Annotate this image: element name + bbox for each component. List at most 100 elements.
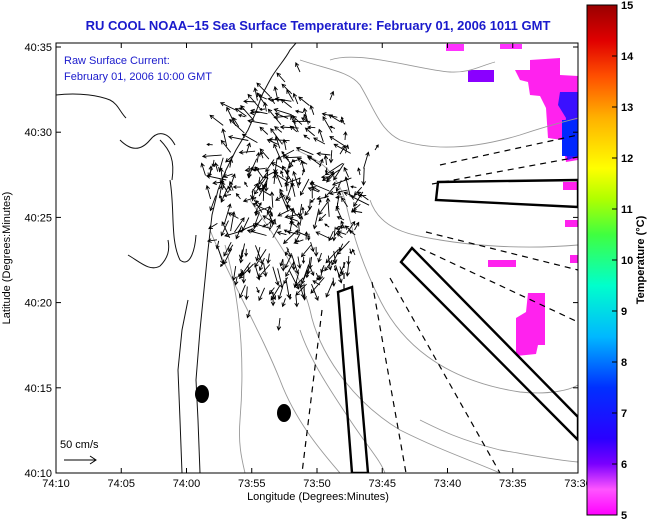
current-vector-arrow bbox=[303, 134, 311, 140]
current-vector-arrow bbox=[306, 155, 322, 166]
current-vector-arrow bbox=[287, 197, 291, 204]
current-vector-arrow bbox=[214, 162, 219, 172]
current-vector-arrow bbox=[238, 284, 246, 299]
current-vector-arrow bbox=[326, 173, 335, 183]
y-tick-label: 40:30 bbox=[24, 127, 52, 139]
current-vector-arrow bbox=[289, 219, 294, 231]
sst-patch-top-right bbox=[500, 44, 522, 49]
current-vector-arrow bbox=[341, 197, 348, 208]
current-vector-arrow bbox=[279, 191, 289, 212]
current-vector-arrow bbox=[336, 233, 343, 239]
current-vector-arrow bbox=[277, 287, 283, 301]
y-tick-label: 40:15 bbox=[24, 383, 52, 395]
current-vector-arrow bbox=[282, 153, 294, 167]
current-vector-arrow bbox=[351, 248, 356, 256]
coastline bbox=[56, 43, 297, 473]
current-vector-arrow bbox=[274, 169, 283, 188]
current-vector-arrow bbox=[273, 143, 283, 163]
current-vector-arrow bbox=[242, 196, 257, 203]
current-vector-arrow bbox=[284, 182, 289, 192]
colorbar-tick-label: 12 bbox=[621, 153, 633, 165]
current-vector-arrow bbox=[325, 280, 334, 298]
isobath-1 bbox=[299, 59, 578, 148]
inlet-shore bbox=[119, 133, 176, 149]
current-vector-arrow bbox=[273, 85, 279, 102]
current-vector-arrow bbox=[357, 167, 361, 176]
current-vector-arrow bbox=[222, 193, 232, 198]
current-vector-arrow bbox=[265, 159, 275, 173]
current-vector-arrow bbox=[297, 256, 302, 270]
current-vector-arrow bbox=[301, 206, 305, 214]
current-vector-arrow bbox=[234, 107, 247, 117]
y-axis-label: Latitude (Degrees:Minutes) bbox=[1, 192, 13, 325]
current-vector-arrow bbox=[252, 211, 260, 229]
box-east bbox=[434, 178, 578, 209]
current-vector-arrow bbox=[225, 155, 234, 163]
colorbar-tick-label: 7 bbox=[621, 408, 627, 420]
current-vector-arrow bbox=[288, 270, 300, 290]
current-vector-arrow bbox=[247, 118, 268, 125]
current-vector-arrow bbox=[237, 271, 243, 277]
x-tick-label: 74:10 bbox=[42, 478, 70, 490]
current-vector-arrow bbox=[297, 177, 302, 186]
current-vector-arrow bbox=[249, 166, 258, 171]
current-vector-arrow bbox=[208, 223, 218, 230]
current-vector-arrow bbox=[257, 94, 267, 100]
current-vector-arrow bbox=[310, 277, 325, 294]
x-axis-label: Longitude (Degrees:Minutes) bbox=[247, 491, 389, 503]
x-tick-label: 73:40 bbox=[434, 478, 462, 490]
current-vector-arrow bbox=[219, 102, 237, 111]
current-vector-arrow bbox=[241, 217, 250, 232]
y-tick-label: 40:10 bbox=[24, 468, 52, 480]
current-vector-arrow bbox=[256, 176, 261, 190]
radial-line-1 bbox=[439, 134, 578, 166]
current-vector-arrow bbox=[309, 267, 315, 277]
current-vector-arrow bbox=[228, 180, 234, 191]
current-vector-arrow bbox=[262, 171, 275, 178]
plot-area: Raw Surface Current: February 01, 2006 1… bbox=[55, 42, 579, 474]
current-vector-arrow bbox=[329, 125, 336, 129]
current-vector-arrow bbox=[276, 317, 282, 331]
current-vector-arrow bbox=[310, 241, 315, 253]
current-vector-arrow bbox=[329, 90, 335, 101]
current-vector-arrow bbox=[269, 191, 275, 208]
current-vector-arrow bbox=[258, 287, 266, 302]
current-vector-arrow bbox=[295, 277, 304, 287]
current-vector-arrow bbox=[299, 269, 309, 289]
current-vector-arrow bbox=[307, 125, 316, 130]
current-vector-arrow bbox=[328, 189, 348, 196]
current-vector-arrow bbox=[313, 246, 319, 257]
station-marker-2 bbox=[277, 404, 291, 422]
bay-west bbox=[56, 93, 127, 119]
radial-line-7 bbox=[301, 309, 323, 473]
current-vector-arrow bbox=[256, 82, 271, 98]
current-vector-arrow bbox=[291, 159, 298, 163]
current-vector-arrow bbox=[316, 274, 320, 281]
isobath-6 bbox=[299, 329, 386, 473]
current-vector-arrow bbox=[223, 203, 232, 225]
current-vector-arrow bbox=[223, 241, 232, 257]
current-vector-arrow bbox=[279, 258, 284, 267]
current-vector-arrow bbox=[313, 137, 326, 145]
current-vector-arrow bbox=[312, 280, 321, 286]
current-vector-arrow bbox=[266, 210, 275, 225]
current-vector-arrow bbox=[272, 266, 280, 287]
current-vector-arrow bbox=[209, 114, 224, 126]
current-vector-arrow bbox=[270, 127, 283, 145]
current-vector-arrow bbox=[322, 169, 340, 182]
current-vector-arrow bbox=[291, 261, 296, 271]
current-vector-arrow bbox=[234, 217, 245, 233]
current-vector-arrow bbox=[285, 183, 293, 201]
sst-patch-sub1 bbox=[468, 70, 494, 82]
current-vector-arrow bbox=[281, 83, 293, 95]
bay-shore-inner bbox=[159, 139, 174, 181]
current-vector-arrow bbox=[319, 158, 324, 168]
current-vector-arrow bbox=[316, 151, 331, 157]
current-vector-arrow bbox=[244, 181, 248, 188]
isobath-7 bbox=[329, 56, 496, 73]
current-vector-arrow bbox=[255, 246, 261, 262]
current-vector-arrow bbox=[302, 107, 309, 125]
colorbar-tick-label: 9 bbox=[621, 306, 627, 318]
current-vector-arrow bbox=[253, 87, 258, 101]
barrier-island-coast bbox=[195, 79, 271, 473]
